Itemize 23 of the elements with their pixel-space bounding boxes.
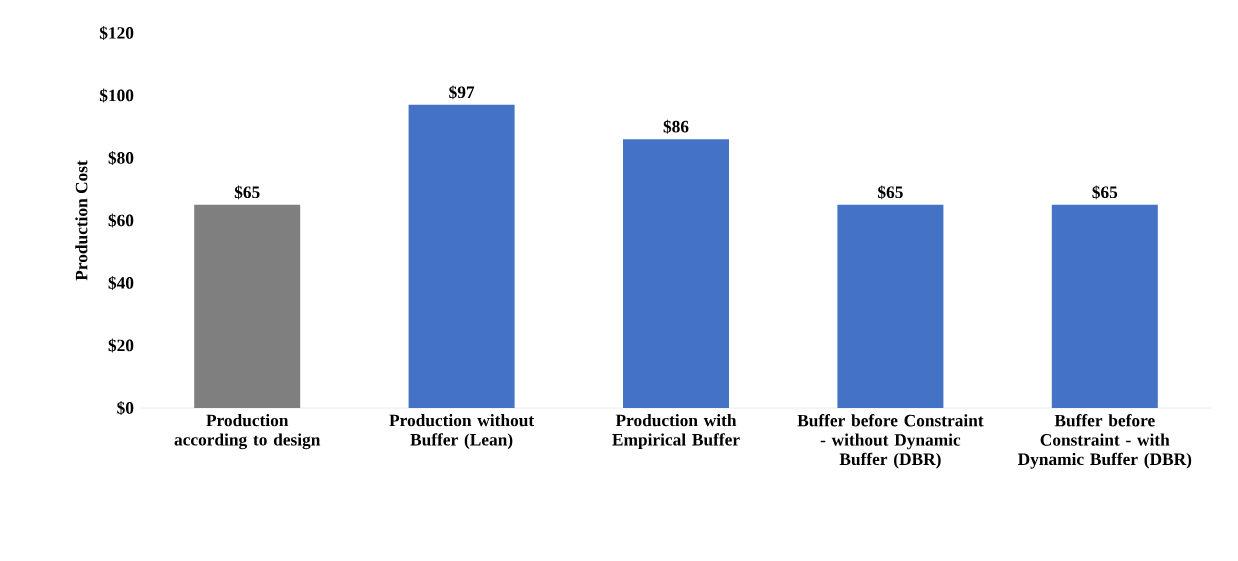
data-label: $97 xyxy=(449,85,475,100)
x-tick-label: Production according to design xyxy=(174,414,321,450)
y-tick-label: $60 xyxy=(108,213,134,228)
y-tick-label: $0 xyxy=(117,401,134,415)
data-label: $86 xyxy=(663,119,689,134)
bar xyxy=(1051,204,1158,408)
x-tick-label: Buffer before Constraint - without Dynamic Buffer (DBR) xyxy=(797,414,984,469)
data-label: $65 xyxy=(234,185,260,200)
y-axis-title: Production Cost xyxy=(75,160,88,281)
x-tick-label: Production with Empirical Buffer xyxy=(612,414,740,450)
bar xyxy=(837,204,944,408)
x-tick-label: Buffer before Constraint - with Dynamic Buffer (DBR) xyxy=(1017,414,1192,469)
y-tick-label: $80 xyxy=(108,151,134,165)
bar xyxy=(194,204,301,408)
data-label: $65 xyxy=(878,185,903,200)
y-tick-label: $100 xyxy=(99,88,134,103)
y-tick-label: $20 xyxy=(108,338,134,353)
bar xyxy=(623,139,730,408)
x-tick-label: Production without Buffer (Lean) xyxy=(389,414,535,450)
y-tick-label: $120 xyxy=(99,26,134,40)
data-label: $65 xyxy=(1092,185,1118,200)
bar xyxy=(408,104,515,408)
y-tick-label: $40 xyxy=(108,276,134,290)
